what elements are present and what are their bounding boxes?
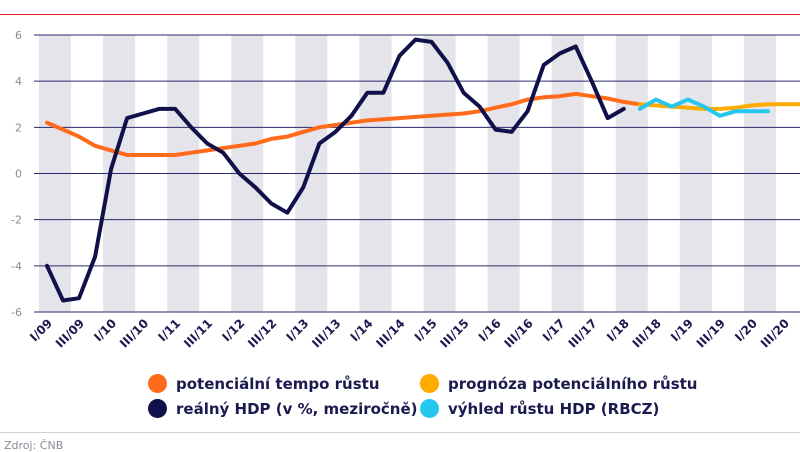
source-rule: [0, 432, 800, 433]
x-tick-label: I/15: [412, 316, 440, 344]
legend: potenciální tempo růstu prognóza potenci…: [0, 368, 800, 428]
x-tick-label: III/09: [53, 316, 87, 350]
legend-item-potential-forecast: prognóza potenciálního růstu: [420, 374, 697, 393]
x-tick-label: III/18: [630, 316, 664, 350]
x-tick-label: I/09: [27, 316, 55, 344]
x-tick-label: III/13: [309, 316, 343, 350]
x-tick-label: III/10: [117, 316, 151, 350]
x-tick-label: I/12: [219, 316, 247, 344]
legend-item-potential-growth: potenciální tempo růstu: [148, 374, 380, 393]
source-note: Zdroj: ČNB: [4, 439, 64, 452]
x-tick-label: I/14: [348, 316, 376, 344]
y-tick-label: 0: [15, 168, 22, 181]
x-tick-label: III/20: [758, 316, 792, 350]
series-line-3: [637, 97, 770, 118]
x-tick-label: I/20: [732, 316, 760, 344]
x-tick-label: I/16: [476, 316, 504, 344]
legend-item-real-gdp: reálný HDP (v %, meziročně): [148, 399, 418, 418]
legend-label: výhled růstu HDP (RBCZ): [448, 399, 660, 418]
legend-swatch-cyan: [420, 399, 439, 418]
x-tick-label: I/10: [91, 316, 119, 344]
top-accent-rule: [0, 14, 800, 15]
series-line-1: [45, 37, 626, 303]
x-tick-label: III/14: [373, 316, 407, 350]
legend-label: reálný HDP (v %, meziročně): [176, 399, 418, 418]
x-tick-label: III/11: [181, 316, 215, 350]
x-tick-label: III/16: [501, 316, 535, 350]
y-tick-label: -6: [11, 306, 22, 319]
x-tick-label: III/15: [437, 316, 471, 350]
legend-swatch-navy: [148, 399, 167, 418]
x-tick-label: I/11: [155, 316, 183, 344]
y-tick-label: -4: [11, 260, 22, 273]
x-tick-label: I/18: [604, 316, 632, 344]
legend-label: potenciální tempo růstu: [176, 374, 380, 393]
legend-swatch-yellow: [420, 374, 439, 393]
y-tick-label: 6: [15, 29, 22, 42]
x-tick-label: III/17: [566, 316, 600, 350]
x-tick-label: I/17: [540, 316, 568, 344]
legend-item-gdp-outlook: výhled růstu HDP (RBCZ): [420, 399, 659, 418]
y-tick-label: 2: [15, 121, 22, 134]
legend-swatch-orange: [148, 374, 167, 393]
legend-label: prognóza potenciálního růstu: [448, 374, 698, 393]
y-tick-label: -2: [11, 214, 22, 227]
x-tick-label: III/12: [245, 316, 279, 350]
x-tick-label: III/19: [694, 316, 728, 350]
x-tick-label: I/19: [668, 316, 696, 344]
y-tick-label: 4: [15, 75, 22, 88]
x-tick-label: I/13: [283, 316, 311, 344]
